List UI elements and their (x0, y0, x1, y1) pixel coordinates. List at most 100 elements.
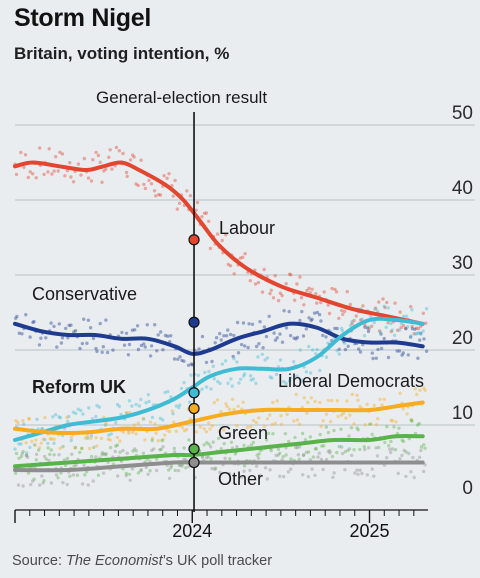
poll-dot (37, 448, 41, 452)
poll-dot (382, 304, 386, 308)
poll-dot (100, 451, 105, 455)
poll-dot (378, 330, 382, 334)
poll-dot (65, 482, 69, 487)
poll-dot (250, 322, 255, 326)
poll-dot (284, 381, 288, 386)
poll-dot (300, 378, 304, 382)
poll-dot (143, 186, 148, 191)
y-axis-labels: 0 10 20 30 40 50 (452, 103, 473, 499)
poll-dot (271, 400, 275, 405)
poll-dot (66, 419, 70, 424)
poll-dot (97, 405, 102, 409)
poll-dot (313, 447, 318, 451)
poll-dot (37, 446, 42, 450)
poll-dot (41, 481, 45, 485)
poll-dot (237, 381, 241, 385)
poll-dot (40, 474, 44, 478)
poll-dot (127, 399, 132, 403)
poll-dot (224, 233, 228, 237)
poll-dot (275, 336, 279, 340)
poll-dot (318, 432, 322, 437)
poll-dot (185, 189, 189, 193)
poll-dot (171, 412, 175, 416)
poll-dot (376, 417, 380, 421)
poll-dot (232, 357, 236, 361)
poll-dot (91, 336, 96, 341)
poll-dot (85, 341, 89, 345)
poll-dot (26, 471, 31, 475)
poll-dot (298, 348, 302, 352)
poll-dot (383, 305, 387, 310)
poll-dot (148, 469, 152, 473)
poll-dot (268, 291, 272, 296)
poll-dot (258, 320, 262, 324)
poll-dot (223, 359, 228, 363)
poll-dot (208, 427, 212, 431)
poll-dot (282, 309, 286, 313)
poll-dot (286, 470, 291, 474)
poll-dot (401, 439, 406, 444)
poll-dot (331, 475, 335, 479)
poll-dot (310, 317, 314, 321)
poll-dot (46, 441, 50, 446)
poll-dot (287, 309, 291, 314)
poll-dot (421, 329, 425, 333)
poll-dot (411, 455, 415, 460)
poll-dot (273, 338, 278, 342)
poll-dot (287, 379, 292, 383)
poll-dot (263, 466, 268, 470)
poll-dot (91, 158, 95, 162)
poll-dot (196, 373, 200, 377)
poll-dot (304, 450, 309, 454)
gridlines (15, 124, 475, 426)
poll-dot (209, 445, 213, 449)
poll-dot (333, 326, 337, 331)
poll-dot (271, 296, 276, 300)
poll-dot (254, 344, 259, 349)
poll-dot (133, 328, 137, 332)
poll-dot (324, 412, 329, 416)
poll-dot (210, 359, 214, 364)
poll-dot (406, 325, 410, 329)
poll-dot (184, 466, 188, 470)
poll-dot (258, 473, 262, 477)
poll-dot (42, 172, 46, 177)
poll-dot (273, 421, 278, 425)
poll-dot (346, 448, 350, 452)
poll-dot (419, 448, 423, 453)
poll-dot (148, 354, 153, 358)
poll-dot (424, 307, 429, 311)
poll-dot (267, 314, 271, 318)
poll-dot (155, 468, 159, 473)
poll-dot (282, 379, 286, 384)
poll-dot (95, 349, 99, 354)
poll-dot (416, 423, 420, 427)
poll-dot (337, 444, 341, 449)
poll-dot (419, 445, 424, 449)
poll-dot (328, 449, 332, 453)
poll-dot (40, 427, 45, 431)
poll-dot (99, 436, 104, 441)
poll-dot (348, 413, 352, 417)
poll-dot (94, 150, 98, 155)
poll-dot (211, 364, 215, 368)
poll-dot (294, 392, 298, 397)
poll-dot (282, 474, 286, 479)
poll-dot (409, 304, 413, 309)
poll-dot (65, 415, 69, 420)
poll-dot (316, 455, 320, 459)
poll-dot (374, 306, 378, 310)
poll-dot (393, 301, 397, 305)
series-label-green: Green (218, 423, 268, 443)
poll-dot (337, 316, 341, 320)
poll-dot (28, 170, 32, 174)
poll-dot (410, 327, 415, 331)
poll-dot (172, 420, 176, 424)
poll-dot (322, 290, 326, 294)
poll-dot (339, 427, 343, 431)
poll-dot (382, 397, 386, 401)
poll-dot (35, 417, 39, 421)
poll-dot (417, 421, 421, 426)
poll-dot (292, 419, 296, 423)
poll-dot (75, 473, 80, 477)
